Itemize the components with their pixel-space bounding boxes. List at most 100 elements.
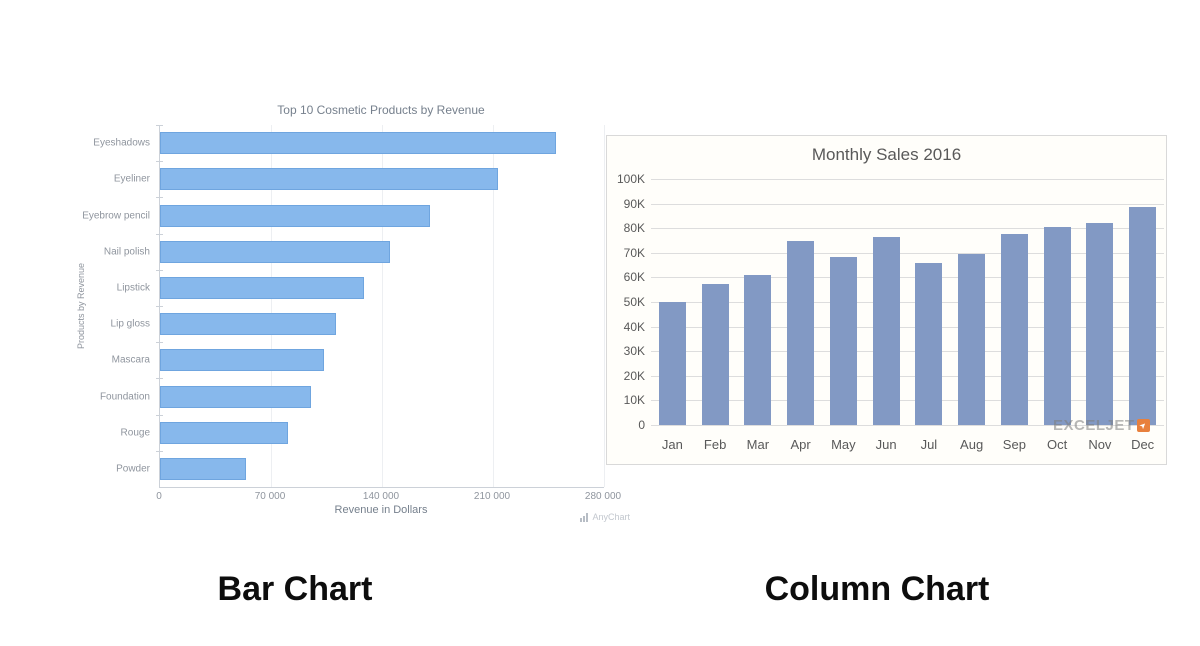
anychart-watermark: AnyChart <box>490 512 630 522</box>
y-tick-label: 100K <box>616 172 645 186</box>
x-tick-label: Feb <box>703 437 727 452</box>
bar <box>1000 234 1028 425</box>
gridline <box>651 228 1164 230</box>
x-tick-label: 70 000 <box>254 491 286 502</box>
bar-chart-title: Top 10 Cosmetic Products by Revenue <box>277 103 485 117</box>
bar-chart-x-axis-title: Revenue in Dollars <box>334 504 428 516</box>
bar <box>958 254 986 425</box>
bar-chart-category-labels: Eyeshadows Eyeliner Eyebrow pencil Nail pol… <box>70 125 150 487</box>
gridline <box>651 326 1164 328</box>
x-tick-label: 280 000 <box>584 491 622 502</box>
axis-tick <box>156 414 163 416</box>
category-label: Mascara <box>111 354 150 366</box>
y-tick-label: 90K <box>623 196 645 211</box>
x-tick-label: May <box>831 437 856 452</box>
x-tick-label: Jan <box>661 437 683 452</box>
column-chart-plot <box>651 179 1164 426</box>
bar-chart: Top 10 Cosmetic Products by Revenue Prod… <box>70 101 635 533</box>
exceljet-logo-icon: ➤ <box>1136 419 1150 432</box>
x-tick-label: 140 000 <box>362 491 400 502</box>
category-label: Eyeliner <box>113 173 150 185</box>
bar <box>872 236 900 425</box>
bar <box>160 132 557 155</box>
category-label: Eyebrow pencil <box>82 210 150 221</box>
gridline <box>651 252 1164 254</box>
category-label: Eyeshadows <box>93 137 150 149</box>
y-tick-label: 10K <box>623 393 645 408</box>
bar <box>160 349 325 372</box>
gridline <box>271 125 272 487</box>
anychart-chart-icon <box>580 512 589 522</box>
gridline <box>651 203 1164 205</box>
category-label: Lipstick <box>116 282 150 294</box>
x-tick-label: Oct <box>1047 437 1068 452</box>
axis-tick <box>156 197 163 199</box>
column-chart-x-tick-labels: Jan Feb Mar Apr May Jun Jul Aug Sep Oct Nov Dec <box>651 437 1164 453</box>
exceljet-watermark-label: EXCELJET <box>1053 417 1135 434</box>
bar <box>160 168 498 191</box>
y-tick-label: 40K <box>623 319 645 334</box>
gridline <box>651 302 1164 303</box>
gridline <box>651 351 1164 353</box>
bar <box>1086 223 1114 425</box>
column-chart: Monthly Sales 2016 100K 90K 80K 70K 60K 50K 40… <box>606 135 1167 465</box>
gridline <box>604 125 605 487</box>
bar <box>787 240 815 425</box>
x-tick-label: Jul <box>920 437 938 452</box>
bar <box>915 262 943 425</box>
axis-tick <box>156 342 163 344</box>
category-label: Foundation <box>99 391 150 402</box>
x-tick-label: Aug <box>960 437 984 452</box>
x-tick-label: Nov <box>1088 437 1112 452</box>
bar-chart-x-tick-labels: 0 70 000 140 000 210 000 280 000 <box>156 491 621 503</box>
gridline <box>651 425 1164 426</box>
axis-tick <box>156 233 163 235</box>
bar <box>701 283 729 425</box>
category-label: Nail polish <box>103 246 150 258</box>
column-chart-caption: Column Chart <box>764 570 990 608</box>
axis-tick <box>156 269 163 271</box>
column-chart-y-tick-labels: 100K 90K 80K 70K 60K 50K 40K 30K 20K 10K 0 <box>607 172 645 432</box>
y-tick-label: 70K <box>623 245 645 260</box>
bar-chart-caption: Bar Chart <box>217 570 373 608</box>
bar <box>1043 226 1071 425</box>
anychart-watermark-label: AnyChart <box>592 512 630 522</box>
x-tick-label: 0 <box>156 491 162 502</box>
gridline <box>651 277 1164 279</box>
y-tick-label: 0 <box>638 418 645 432</box>
gridline <box>651 179 1164 180</box>
gridline <box>651 400 1164 402</box>
category-label: Lip gloss <box>110 318 150 330</box>
gridline <box>493 125 494 487</box>
y-tick-label: 60K <box>623 270 645 285</box>
axis-tick <box>156 378 163 380</box>
bar <box>658 302 686 425</box>
axis-tick <box>156 306 163 307</box>
x-tick-label: Mar <box>746 437 770 452</box>
exceljet-watermark: EXCELJET ➤ <box>1053 417 1150 434</box>
bar <box>160 457 246 480</box>
bar <box>744 274 772 425</box>
y-tick-label: 20K <box>623 368 645 383</box>
x-tick-label: Jun <box>875 437 897 452</box>
gridline <box>651 375 1164 377</box>
x-tick-label: Sep <box>1002 437 1026 452</box>
gridline <box>382 125 383 487</box>
bar <box>160 276 364 299</box>
y-tick-label: 50K <box>623 295 645 309</box>
category-label: Powder <box>116 463 150 475</box>
axis-tick <box>156 161 163 163</box>
bar <box>160 204 431 227</box>
bar <box>160 313 336 336</box>
y-tick-label: 80K <box>623 221 645 236</box>
y-tick-label: 30K <box>623 344 645 359</box>
x-tick-label: Apr <box>790 437 811 452</box>
bar-chart-plot <box>156 125 605 488</box>
bar <box>829 256 857 425</box>
bar <box>1129 207 1157 425</box>
axis-tick <box>156 125 163 126</box>
x-tick-label: 210 000 <box>473 491 511 502</box>
bar <box>160 385 311 408</box>
bar <box>160 240 390 263</box>
x-tick-label: Dec <box>1131 437 1155 452</box>
